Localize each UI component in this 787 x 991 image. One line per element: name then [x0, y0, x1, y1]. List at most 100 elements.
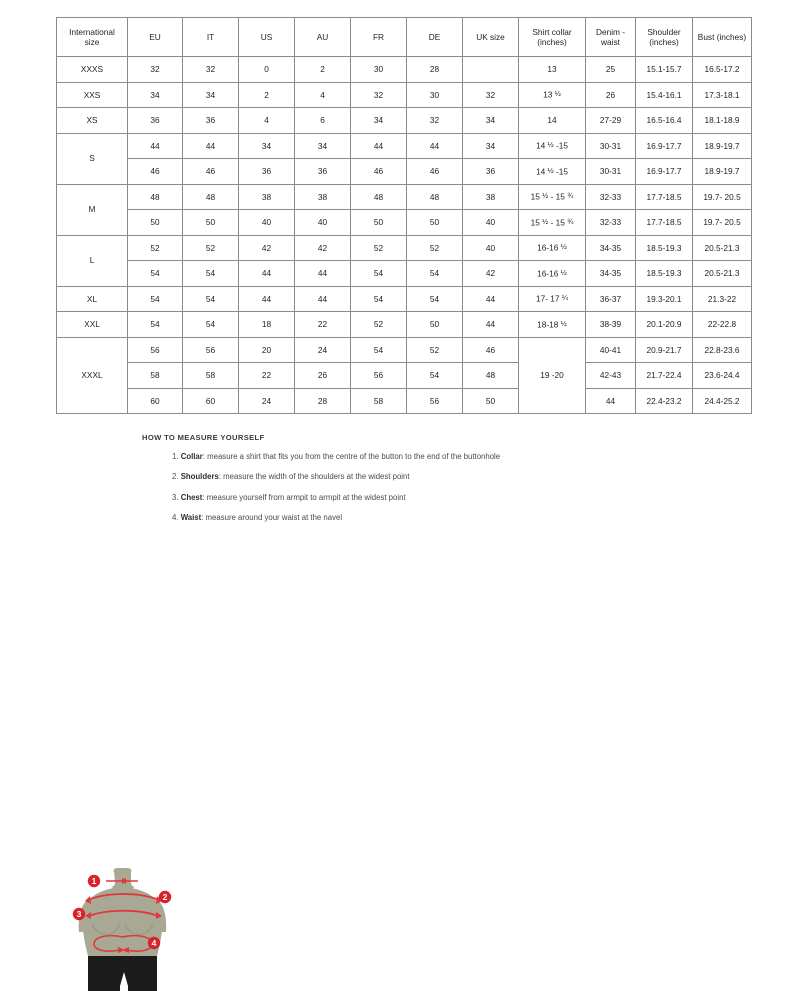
cell-eu: 44 — [127, 132, 183, 159]
svg-text:2: 2 — [163, 892, 168, 902]
cell-international-size: XXXS — [56, 56, 128, 83]
cell-international-size: XL — [56, 285, 128, 312]
cell-de: 28 — [406, 56, 463, 83]
column-header-bust: Bust (inches) — [692, 17, 752, 57]
cell-uk-size: 32 — [462, 81, 519, 108]
cell-eu: 58 — [127, 362, 183, 389]
column-header-denim-waist: Denim - waist — [585, 17, 636, 57]
cell-it: 56 — [182, 336, 239, 363]
cell-de: 48 — [406, 183, 463, 210]
cell-uk-size — [462, 56, 519, 83]
cell-bust: 23.6-24.4 — [692, 362, 752, 389]
header-line: Shirt collar — [532, 26, 572, 37]
cell-fr: 52 — [350, 234, 407, 261]
cell-au: 36 — [294, 158, 351, 185]
table-row: M 48 48 38 38 48 48 38 15 ½ - 15 ¾ 32-33 17.7-18.5… — [56, 183, 752, 236]
cell-denim-waist: 27-29 — [585, 107, 636, 134]
cell-de: 52 — [406, 234, 463, 261]
cell-au: 44 — [294, 285, 351, 312]
table-row: 54 54 44 44 54 54 42 16-16 ½ 34-35 18.5-19.3 20.5-… — [57, 260, 752, 287]
cell-de: 44 — [406, 132, 463, 159]
cell-fr: 46 — [350, 158, 407, 185]
badge-2: 2 — [158, 890, 172, 904]
table-row: XXL 54 54 18 22 52 50 44 18-18 ½ 38-39 20.1-20.9 22… — [56, 311, 752, 338]
cell-us: 44 — [238, 260, 295, 287]
cell-denim-waist: 32-33 — [585, 183, 636, 210]
svg-text:1: 1 — [92, 876, 97, 886]
measure-item-text: : measure yourself from armpit to armpit… — [202, 492, 406, 502]
measure-item-term: Chest — [180, 492, 203, 502]
cell-bust: 21.3-22 — [692, 285, 752, 312]
measure-item-text: : measure a shirt that fits you from the… — [202, 452, 501, 461]
table-row: 58 58 22 26 56 54 48 42-43 21.7-22.4 23.6-24.4 — [57, 362, 752, 389]
cell-au: 2 — [294, 56, 351, 83]
cell-shoulder: 18.5-19.3 — [635, 234, 693, 261]
cell-bust: 22-22.8 — [692, 311, 752, 338]
cell-shirt-collar: 15 ½ - 15 ¾ — [518, 209, 586, 236]
cell-fr: 54 — [350, 336, 407, 363]
badge-1: 1 — [87, 874, 101, 888]
cell-uk-size: 46 — [462, 336, 519, 363]
cell-eu: 36 — [127, 107, 183, 134]
cell-uk-size: 34 — [462, 107, 519, 134]
mannequin-illustration: 1 2 3 4 — [72, 868, 172, 991]
cell-shoulder: 22.4-23.2 — [635, 387, 693, 414]
cell-uk-size: 44 — [462, 311, 519, 338]
measure-instruction-item: 2. Shoulders: measure the width of the s… — [172, 473, 692, 481]
cell-it: 54 — [182, 285, 239, 312]
mannequin-diagram: 1 2 3 4 — [62, 868, 184, 991]
table-header-row: International size EU IT US AU FR DE UK … — [56, 17, 752, 57]
cell-shoulder: 20.1-20.9 — [635, 311, 693, 338]
column-header-it: IT — [182, 17, 239, 57]
cell-shirt-collar: 17- 17 ¼ — [518, 285, 586, 312]
column-header-au: AU — [294, 17, 351, 57]
how-to-measure-list: 1. Collar: measure a shirt that fits you… — [172, 453, 692, 534]
cell-shoulder: 15.1-15.7 — [635, 56, 693, 83]
cell-uk-size: 36 — [462, 158, 519, 185]
badge-4: 4 — [147, 936, 161, 950]
cell-it: 52 — [182, 234, 239, 261]
size-chart-table: International size EU IT US AU FR DE UK … — [56, 17, 752, 414]
cell-us: 42 — [238, 234, 295, 261]
column-header-international-size: International size — [56, 17, 128, 57]
cell-au: 22 — [294, 311, 351, 338]
cell-shoulder: 16.9-17.7 — [635, 158, 693, 185]
cell-us: 36 — [238, 158, 295, 185]
measure-instruction-item: 4. Waist: measure around your waist at t… — [172, 512, 692, 522]
measure-item-number: 3. — [172, 492, 179, 502]
cell-uk-size: 44 — [462, 285, 519, 312]
column-header-shirt-collar: Shirt collar (inches) — [518, 17, 586, 57]
header-line: International — [69, 26, 115, 37]
cell-shirt-collar: 16-16 ½ — [518, 234, 586, 261]
cell-denim-waist: 32-33 — [585, 209, 636, 236]
cell-it: 54 — [182, 311, 239, 338]
cell-denim-waist: 34-35 — [585, 234, 636, 261]
cell-bust: 20.5-21.3 — [692, 260, 752, 287]
cell-us: 24 — [238, 387, 295, 414]
cell-eu: 34 — [127, 81, 183, 108]
cell-eu: 48 — [127, 183, 183, 210]
cell-shoulder: 19.3-20.1 — [635, 285, 693, 312]
cell-us: 0 — [238, 56, 295, 83]
header-line: Shoulder — [647, 26, 681, 37]
cell-shirt-collar: 18-18 ½ — [518, 311, 586, 338]
cell-de: 32 — [406, 107, 463, 134]
cell-eu: 54 — [127, 311, 183, 338]
cell-shoulder: 16.5-16.4 — [635, 107, 693, 134]
table-row: XL 54 54 44 44 54 54 44 17- 17 ¼ 36-37 19.3-20.1 21… — [56, 285, 752, 312]
cell-denim-waist: 44 — [585, 387, 636, 414]
cell-au: 6 — [294, 107, 351, 134]
cell-de: 52 — [406, 336, 463, 363]
cell-bust: 18.1-18.9 — [692, 107, 752, 134]
cell-au: 24 — [294, 336, 351, 363]
cell-it: 60 — [182, 387, 239, 414]
cell-fr: 32 — [350, 81, 407, 108]
cell-shirt-collar: 14 — [518, 107, 586, 134]
cell-shirt-collar: 15 ½ - 15 ¾ — [518, 183, 586, 210]
cell-fr: 54 — [350, 260, 407, 287]
cell-uk-size: 40 — [462, 209, 519, 236]
cell-de: 46 — [406, 158, 463, 185]
cell-it: 50 — [182, 209, 239, 236]
cell-bust: 20.5-21.3 — [692, 234, 752, 261]
measure-item-number: 4. — [172, 512, 179, 522]
